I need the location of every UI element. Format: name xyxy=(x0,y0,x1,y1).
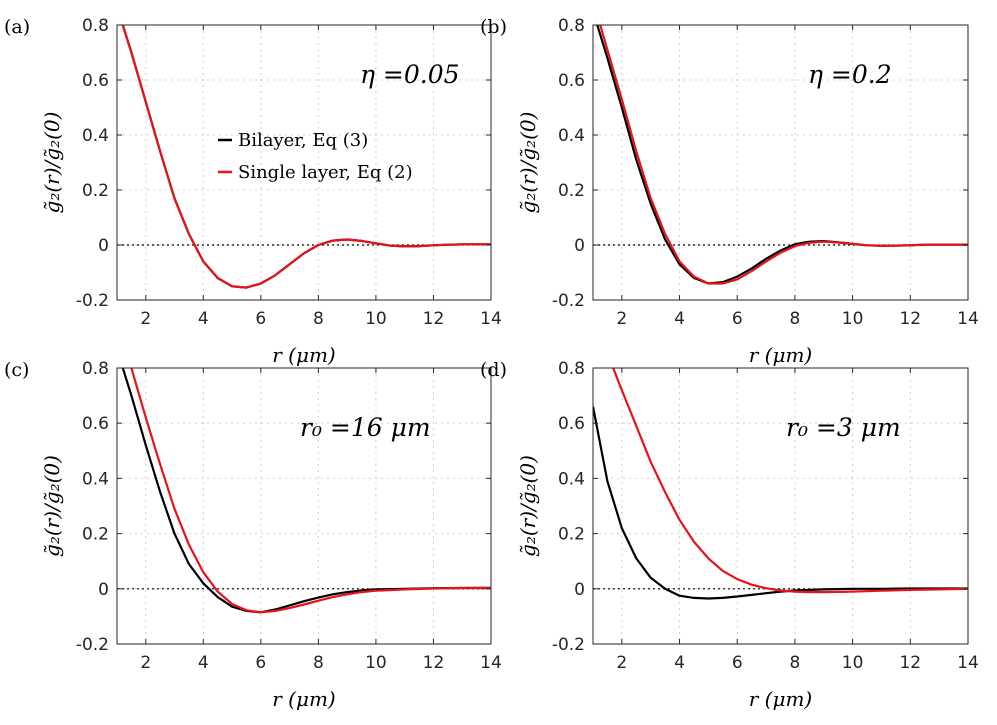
x-tick-label: 4 xyxy=(198,653,209,673)
series-line-single-layer xyxy=(130,368,491,614)
y-axis-label: g̃₂(r)/g̃₂(0) xyxy=(40,455,64,557)
y-tick-label: -0.2 xyxy=(552,635,585,655)
x-tick-label: 2 xyxy=(140,653,151,673)
x-axis-label: r (μm) xyxy=(272,343,336,367)
y-tick-label: -0.2 xyxy=(76,635,109,655)
x-tick-label: 8 xyxy=(790,653,801,673)
y-tick-label: 0.4 xyxy=(558,126,585,146)
y-axis-label: g̃₂(r)/g̃₂(0) xyxy=(40,112,64,214)
panel-d: 2 4 6 8 10 12 14 0.8 0.6 0.4 0.2 0 -0.2 (d) r (μm) g̃₂(… xyxy=(480,359,979,711)
x-tick-label: 14 xyxy=(480,653,502,673)
y-tick-label: 0.8 xyxy=(82,359,109,379)
y-tick-label: 0.8 xyxy=(558,359,585,379)
x-tick-label: 12 xyxy=(899,653,921,673)
x-tick-label: 4 xyxy=(674,309,685,329)
y-tick-label: 0.6 xyxy=(82,414,109,434)
x-tick-label: 2 xyxy=(616,653,627,673)
series-line-single-layer xyxy=(599,25,968,285)
x-axis-label: r (μm) xyxy=(749,687,813,711)
y-axis-label: g̃₂(r)/g̃₂(0) xyxy=(516,455,540,557)
x-tick-label: 14 xyxy=(957,653,979,673)
y-tick-label: 0.8 xyxy=(558,16,585,36)
panel-label: (c) xyxy=(4,359,29,381)
y-tick-label: 0 xyxy=(574,580,585,600)
y-tick-label: 0 xyxy=(98,236,109,256)
x-tick-label: 4 xyxy=(674,653,685,673)
y-tick-label: 0.8 xyxy=(82,16,109,36)
y-tick-label: 0.2 xyxy=(82,525,109,545)
y-tick-label: 0.6 xyxy=(558,414,585,434)
x-tick-label: 12 xyxy=(423,653,445,673)
panel-label: (d) xyxy=(480,359,507,381)
x-tick-label: 6 xyxy=(732,653,743,673)
x-tick-label: 6 xyxy=(732,309,743,329)
y-tick-label: 0 xyxy=(98,580,109,600)
x-tick-label: 10 xyxy=(842,309,864,329)
y-tick-label: 0.6 xyxy=(558,71,585,91)
panel-label: (a) xyxy=(4,16,30,38)
x-tick-label: 14 xyxy=(957,309,979,329)
x-tick-label: 4 xyxy=(198,309,209,329)
x-tick-label: 10 xyxy=(365,309,387,329)
panel-c: 2 4 6 8 10 12 14 0.8 0.6 0.4 0.2 0 -0.2 (c) r (μm) g̃₂(… xyxy=(4,359,502,711)
y-tick-label: 0.4 xyxy=(82,126,109,146)
x-tick-label: 14 xyxy=(480,309,502,329)
x-tick-label: 6 xyxy=(255,653,266,673)
x-tick-label: 2 xyxy=(616,309,627,329)
series-line-bilayer xyxy=(121,368,491,614)
legend-entry: Bilayer, Eq (3) xyxy=(238,130,368,151)
y-tick-label: 0.2 xyxy=(558,525,585,545)
axes-box xyxy=(116,24,492,301)
panel-label: (b) xyxy=(480,16,507,38)
y-tick-label: -0.2 xyxy=(76,291,109,311)
x-tick-label: 10 xyxy=(842,653,864,673)
y-tick-label: 0.2 xyxy=(82,181,109,201)
x-tick-label: 12 xyxy=(899,309,921,329)
series-line-bilayer xyxy=(593,406,968,600)
panel-b: 2 4 6 8 10 12 14 0.8 0.6 0.4 0.2 0 -0.2 (b) r (μm) g̃₂(… xyxy=(480,16,979,367)
axes-box xyxy=(116,367,492,645)
x-tick-label: 12 xyxy=(423,309,445,329)
annotation: r₀ =16 μm xyxy=(300,413,431,442)
x-tick-label: 8 xyxy=(313,309,324,329)
x-axis-label: r (μm) xyxy=(749,343,813,367)
annotation: r₀ =3 μm xyxy=(786,413,901,442)
y-tick-label: 0.2 xyxy=(558,181,585,201)
y-tick-label: 0.4 xyxy=(558,469,585,489)
y-axis-label: g̃₂(r)/g̃₂(0) xyxy=(516,112,540,214)
series-line-single-layer xyxy=(612,368,968,594)
x-axis-label: r (μm) xyxy=(272,687,336,711)
legend: Bilayer, Eq (3) Single layer, Eq (2) xyxy=(218,130,413,183)
y-tick-label: 0 xyxy=(574,236,585,256)
y-tick-label: 0.6 xyxy=(82,71,109,91)
x-tick-label: 6 xyxy=(255,309,266,329)
y-tick-label: -0.2 xyxy=(552,291,585,311)
x-tick-label: 8 xyxy=(313,653,324,673)
x-tick-label: 8 xyxy=(790,309,801,329)
legend-entry: Single layer, Eq (2) xyxy=(238,162,413,183)
annotation: η =0.2 xyxy=(808,60,892,89)
x-tick-label: 10 xyxy=(365,653,387,673)
axes-box xyxy=(592,24,969,301)
panel-a: 2 4 6 8 10 12 14 0.8 0.6 0.4 0.2 0 -0.2 (a) r (μm) g̃₂(… xyxy=(4,16,502,367)
axes-box xyxy=(592,367,969,645)
x-tick-label: 2 xyxy=(140,309,151,329)
y-tick-label: 0.4 xyxy=(82,469,109,489)
annotation: η =0.05 xyxy=(360,60,460,89)
series-line-single-layer xyxy=(121,25,491,289)
